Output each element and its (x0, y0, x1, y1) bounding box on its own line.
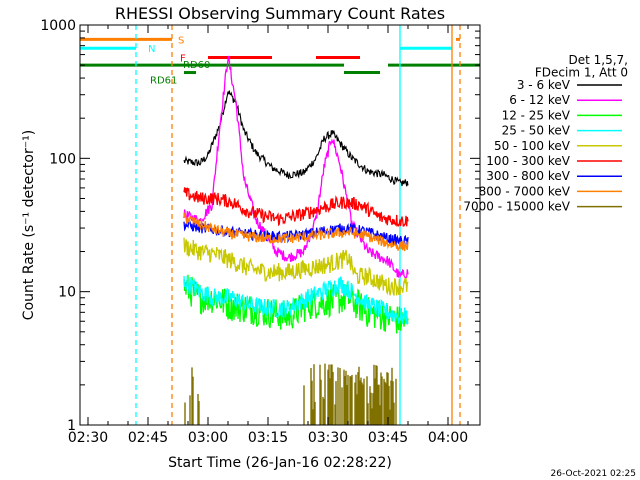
legend-header: FDecim 1, Att 0 (535, 66, 628, 80)
state-label-s: S (178, 35, 184, 46)
series-line (183, 218, 409, 247)
x-tick-label: 02:30 (68, 430, 108, 446)
y-tick-label: 100 (49, 151, 76, 167)
legend-entry: 800 - 7000 keV (479, 184, 571, 198)
x-tick-label: 03:15 (248, 430, 288, 446)
legend-entry: 300 - 800 keV (486, 169, 570, 183)
state-label-rd61: RD61 (150, 76, 177, 87)
legend-entry: 6 - 12 keV (509, 93, 571, 107)
axes: 02:30 02:45 03:00 03:15 03:30 03:45 04:00 1 10 10… (40, 18, 480, 446)
y-axis-label: Count Rate (s⁻¹ detector⁻¹) (21, 130, 37, 320)
series-line (183, 55, 409, 279)
footer-timestamp: 26-Oct-2021 02:25 (551, 469, 636, 479)
x-tick-label: 03:00 (188, 430, 228, 446)
state-label-f: F (180, 54, 186, 65)
chart-title: RHESSI Observing Summary Count Rates (115, 4, 445, 23)
series-line (183, 275, 409, 325)
series-line (183, 90, 409, 187)
plot-frame (79, 24, 481, 426)
x-tick-label: 03:30 (308, 430, 348, 446)
legend-entry: 7000 - 15000 keV (463, 200, 570, 214)
series-line (183, 187, 409, 228)
series-line (183, 237, 409, 296)
x-tick-label: 03:45 (368, 430, 408, 446)
y-tick-label: 10 (58, 285, 76, 301)
legend-entry: 25 - 50 keV (502, 124, 571, 138)
state-label-n: N (148, 44, 155, 55)
series-line (183, 212, 409, 252)
legend-entry: 12 - 25 keV (502, 108, 571, 122)
x-axis-label: Start Time (26-Jan-16 02:28:22) (168, 455, 392, 471)
state-label-rd60: RD60 (183, 60, 210, 71)
legend-entry: 100 - 300 keV (486, 154, 570, 168)
y-tick-label: 1 (67, 418, 76, 434)
legend-entry: 3 - 6 keV (517, 78, 571, 92)
legend-entry: 50 - 100 keV (494, 139, 571, 153)
legend-header: Det 1,5,7, (569, 53, 629, 67)
y-tick-label: 1000 (40, 18, 76, 34)
series-lines (183, 55, 409, 425)
x-tick-label: 04:00 (428, 430, 468, 446)
x-tick-label: 02:45 (128, 430, 168, 446)
